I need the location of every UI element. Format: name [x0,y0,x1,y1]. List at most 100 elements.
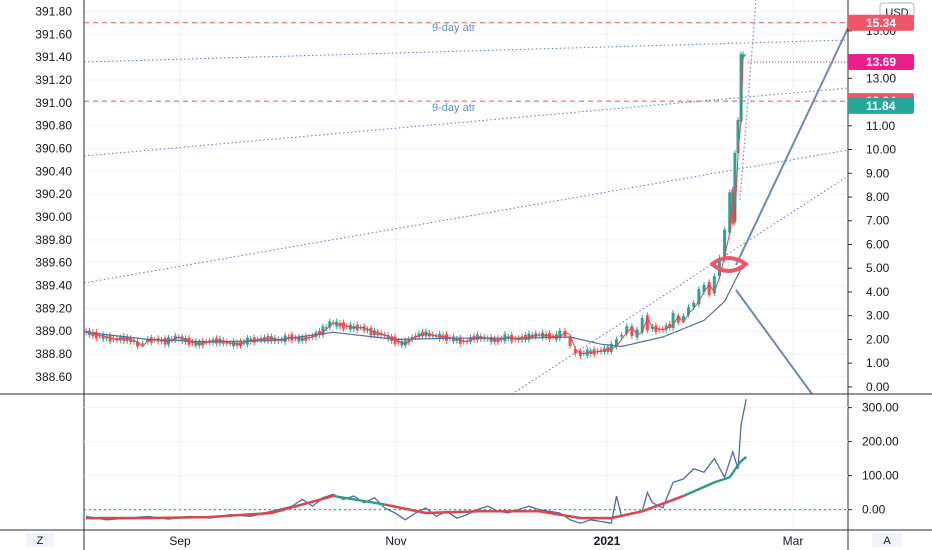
right-tick-label: 2.00 [866,332,890,346]
candle-body [620,335,624,337]
candle-body [551,336,555,338]
candle-body [383,334,387,337]
marker-shape[interactable] [710,256,748,273]
osc-signal-negative-segment [209,511,272,519]
candle-body [625,326,629,334]
candle-body [741,54,745,57]
candle-body [563,330,567,337]
left-tick-label: 389.80 [35,233,72,247]
candle-body [403,340,407,346]
right-tick-label: 7.00 [866,214,890,228]
candle-body [469,337,473,342]
candle-body [573,348,577,354]
zoom-button[interactable] [26,533,54,547]
candle-body [434,335,438,337]
candle-body [687,307,691,315]
candle-body [366,329,370,331]
candle-body [311,335,315,337]
osc-tick-label: 200.00 [862,435,899,449]
candle-body [111,338,115,340]
candle-body [242,341,246,343]
atr-annotation-upper: 9-day atr [432,22,476,34]
time-tick-label: 2021 [594,534,621,548]
left-tick-label: 390.20 [35,187,72,201]
candle-body [129,337,133,343]
candle-body [321,326,325,336]
candle-body [125,336,129,342]
candle-body [324,327,328,329]
candle-body [141,343,145,345]
osc-signal-negative-segment [271,494,334,515]
time-tick-label: Nov [385,534,406,548]
candle-body [630,326,634,337]
oscillator-line [85,398,747,524]
candle-body [239,341,242,346]
left-tick-label: 391.40 [35,50,72,64]
left-tick-label: 391.80 [35,4,72,18]
osc-signal-negative-segment [147,515,210,520]
trend-line[interactable] [735,27,849,266]
candle-body [420,331,424,337]
candle-body [84,331,88,333]
candle-body [359,327,363,329]
candle-body [136,341,139,347]
trend-line[interactable] [735,289,813,395]
candle-body [190,341,194,343]
trend-line[interactable] [83,149,849,284]
trend-line[interactable] [739,0,757,201]
candle-body [414,335,418,338]
trend-line[interactable] [511,175,849,395]
candle-body [614,339,618,347]
price-line [85,54,747,355]
candle-body [499,338,503,340]
osc-signal-negative-segment [641,494,684,513]
candle-body [393,336,397,344]
osc-tick-label: 0.00 [862,503,886,517]
auto-scale-button-label: A [883,535,891,547]
candle-body [400,341,404,346]
right-tick-label: 0.00 [866,380,890,394]
candle-body [609,343,613,352]
candle-body [166,337,170,345]
left-tick-label: 388.80 [35,347,72,361]
candle-body [664,325,668,330]
right-tick-label: 4.00 [866,285,890,299]
candle-body [640,318,644,333]
candle-body [91,332,95,337]
left-tick-label: 390.60 [35,141,72,155]
right-tick-label: 9.00 [866,166,890,180]
right-tick-label: 11.00 [866,119,895,133]
candle-body [513,338,517,340]
right-tick-label: 8.00 [866,190,890,204]
candle-body [661,328,665,330]
auto-scale-button[interactable] [872,533,902,547]
left-tick-label: 390.00 [35,210,72,224]
trend-line[interactable] [83,39,849,63]
candle-body [293,337,297,339]
candle-body [723,229,727,260]
left-tick-label: 389.20 [35,301,72,315]
candle-body [177,337,181,339]
osc-signal-negative-segment [425,510,478,515]
price-label-badge [848,14,914,31]
horizontal-gridlines [84,10,848,378]
candle-body [328,321,332,328]
candle-body [407,338,411,343]
left-tick-label: 389.60 [35,256,72,270]
osc-signal-negative-segment [539,510,581,520]
left-tick-label: 391.60 [35,27,72,41]
candle-body [692,302,696,308]
left-tick-label: 391.00 [35,96,72,110]
osc-signal-negative-segment [611,510,643,520]
candle-body [465,340,469,342]
horizontal-levels [84,22,848,102]
left-tick-label: 390.40 [35,164,72,178]
time-tick-label: Sep [169,534,191,548]
candle-body [731,189,735,224]
candle-body [417,333,421,338]
candle-body [728,192,732,233]
highlight-marker [710,256,748,273]
candle-body [739,54,743,122]
